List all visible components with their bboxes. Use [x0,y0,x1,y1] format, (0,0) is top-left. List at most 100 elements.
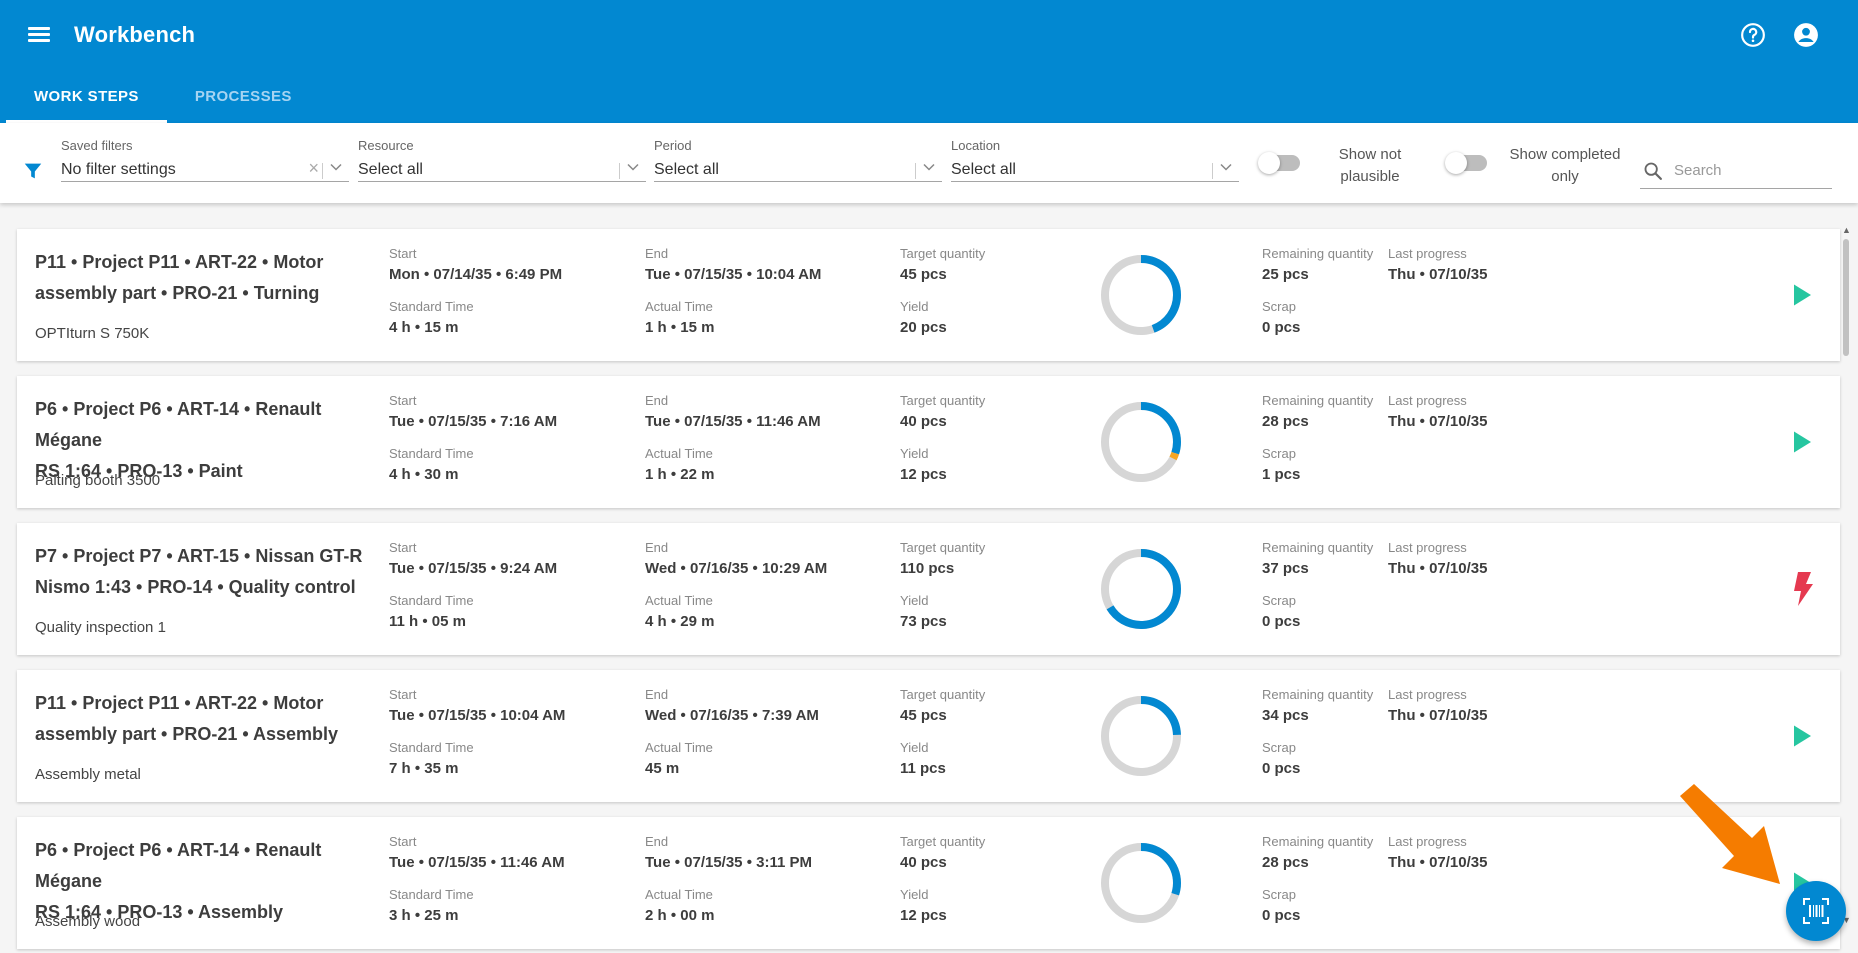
target-quantity-label: Target quantity [900,834,986,849]
saved-filters-label: Saved filters [61,138,133,153]
app-title: Workbench [74,22,196,47]
chevron-down-icon[interactable] [626,160,640,174]
start-value: Tue • 07/15/35 • 9:24 AM [389,560,558,577]
work-step-resource: Quality inspection 1 [35,619,166,636]
actual-time-label: Actual Time [645,887,713,902]
end-label: End [645,687,669,702]
toggle-knob [1258,152,1280,174]
search-field[interactable] [1640,156,1832,189]
yield-label: Yield [900,446,929,461]
standard-time-label: Standard Time [389,446,474,461]
play-icon[interactable] [1789,722,1815,750]
yield-value: 12 pcs [900,907,947,924]
last-progress-value: Thu • 07/10/35 [1388,560,1488,577]
work-step-title-line: P11 • Project P11 • ART-22 • Motor [35,252,324,272]
location-select[interactable]: Location Select all [951,138,1239,182]
show-completed-label: Show completed only [1498,144,1632,188]
show-not-plausible-toggle[interactable] [1258,152,1300,174]
scrollbar-thumb[interactable] [1843,239,1849,356]
work-step-card[interactable]: P7 • Project P7 • ART-15 • Nissan GT-R N… [17,523,1840,655]
work-step-title-line: RS 1:64 • PRO-13 • Assembly [35,902,284,922]
menu-icon[interactable] [24,20,54,50]
actual-time-value: 1 h • 22 m [645,466,715,483]
account-circle-icon[interactable] [1793,22,1819,48]
work-step-title: P6 • Project P6 • ART-14 • Renault Mégan… [35,394,385,487]
resource-select[interactable]: Resource Select all [358,138,646,182]
yield-value: 73 pcs [900,613,947,630]
show-not-plausible-label: Show not plausible [1318,144,1422,188]
actual-time-label: Actual Time [645,299,713,314]
work-step-card[interactable]: P11 • Project P11 • ART-22 • Motor assem… [17,670,1840,802]
scroll-down-arrow-icon[interactable]: ▼ [1842,915,1851,925]
period-value: Select all [654,161,719,178]
saved-filters-select[interactable]: Saved filters No filter settings × [61,138,349,182]
start-label: Start [389,540,417,555]
target-quantity-label: Target quantity [900,687,986,702]
work-step-title-line: P11 • Project P11 • ART-22 • Motor [35,693,324,713]
period-select[interactable]: Period Select all [654,138,942,182]
target-quantity-value: 40 pcs [900,413,947,430]
barcode-scan-icon [1803,898,1829,924]
yield-value: 20 pcs [900,319,947,336]
scrap-label: Scrap [1262,593,1296,608]
toggle-knob [1445,152,1467,174]
yield-label: Yield [900,593,929,608]
progress-donut [1101,549,1181,629]
show-completed-toggle[interactable] [1445,152,1487,174]
work-step-title: P11 • Project P11 • ART-22 • Motor assem… [35,247,385,309]
saved-filters-value: No filter settings [61,161,176,178]
list-scrollbar[interactable]: ▲ ▼ [1840,225,1852,953]
chevron-down-icon[interactable] [1219,160,1233,174]
actual-time-label: Actual Time [645,593,713,608]
search-input[interactable] [1674,162,1824,179]
donut-yield-arc [1101,255,1181,335]
tab-bar: WORK STEPS PROCESSES [6,76,320,123]
end-value: Tue • 07/15/35 • 11:46 AM [645,413,821,430]
target-quantity-value: 45 pcs [900,266,947,283]
tab-work-steps[interactable]: WORK STEPS [6,76,167,123]
play-icon[interactable] [1789,428,1815,456]
work-step-title: P11 • Project P11 • ART-22 • Motor assem… [35,688,385,750]
period-label: Period [654,138,692,153]
chevron-down-icon[interactable] [922,160,936,174]
work-step-title-line: P6 • Project P6 • ART-14 • Renault Mégan… [35,399,322,450]
last-progress-value: Thu • 07/10/35 [1388,854,1488,871]
work-step-resource: Paiting booth 3500 [35,472,161,489]
work-step-title-line: Nismo 1:43 • PRO-14 • Quality control [35,577,356,597]
filter-bar: Saved filters No filter settings × Resou… [0,123,1858,203]
start-label: Start [389,834,417,849]
chevron-down-icon[interactable] [329,160,343,174]
end-label: End [645,834,669,849]
select-separator [619,163,620,179]
standard-time-value: 3 h • 25 m [389,907,459,924]
actual-time-label: Actual Time [645,446,713,461]
actual-time-value: 45 m [645,760,680,777]
target-quantity-value: 40 pcs [900,854,947,871]
tab-processes[interactable]: PROCESSES [194,88,292,105]
interrupt-icon[interactable] [1789,571,1815,607]
scrap-value: 0 pcs [1262,319,1301,336]
barcode-scan-button[interactable] [1786,881,1846,941]
progress-donut [1101,255,1181,335]
target-quantity-label: Target quantity [900,393,986,408]
progress-donut [1101,402,1181,482]
select-separator [322,163,323,179]
remaining-quantity-label: Remaining quantity [1262,687,1374,702]
filter-icon[interactable] [22,160,44,182]
yield-label: Yield [900,740,929,755]
scroll-up-arrow-icon[interactable]: ▲ [1842,225,1851,235]
start-label: Start [389,246,417,261]
start-value: Tue • 07/15/35 • 11:46 AM [389,854,565,871]
work-step-card[interactable]: P6 • Project P6 • ART-14 • Renault Mégan… [17,817,1840,949]
play-icon[interactable] [1789,281,1815,309]
yield-label: Yield [900,299,929,314]
work-step-resource: Assembly wood [35,913,141,930]
clear-icon[interactable]: × [308,158,319,178]
help-circle-icon[interactable] [1740,22,1766,48]
remaining-quantity-value: 28 pcs [1262,854,1309,871]
work-step-resource: OPTIturn S 750K [35,325,150,342]
end-value: Tue • 07/15/35 • 10:04 AM [645,266,822,283]
work-step-card[interactable]: P11 • Project P11 • ART-22 • Motor assem… [17,229,1840,361]
work-step-card[interactable]: P6 • Project P6 • ART-14 • Renault Mégan… [17,376,1840,508]
toggle-label-line: only [1551,168,1579,185]
